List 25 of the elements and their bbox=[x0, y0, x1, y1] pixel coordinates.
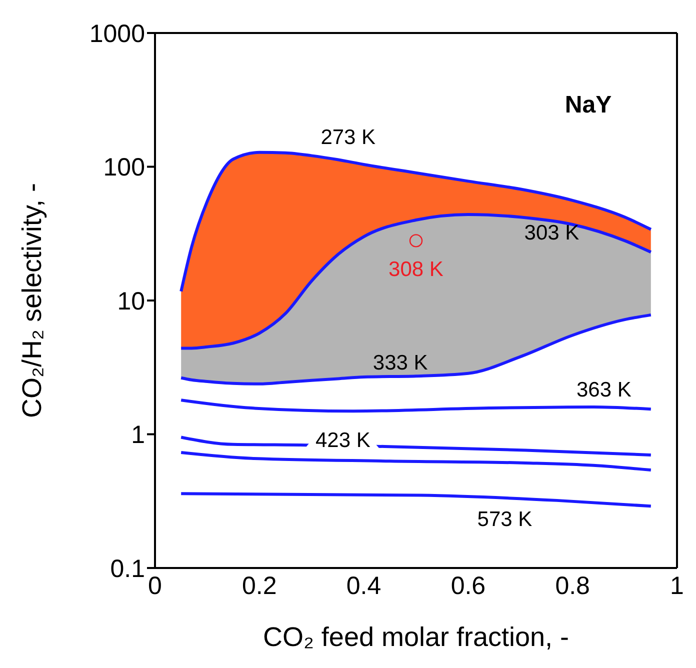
y-tick-label: 0.1 bbox=[110, 554, 145, 583]
line-series bbox=[180, 451, 652, 472]
annotation: NaY bbox=[564, 91, 612, 118]
line-series bbox=[180, 150, 652, 293]
line-series bbox=[180, 212, 652, 350]
y-axis-title: CO₂/H₂ selectivity, - bbox=[17, 183, 47, 418]
y-tick-label: 100 bbox=[103, 154, 145, 182]
series-label: 363 K bbox=[576, 378, 632, 402]
y-tick-label: 1000 bbox=[89, 20, 145, 48]
series-label: 273 K bbox=[320, 126, 376, 150]
x-tick-label: 0.6 bbox=[450, 572, 486, 600]
x-tick-label: 0 bbox=[148, 572, 162, 600]
x-tick-label: 0.8 bbox=[555, 572, 590, 600]
x-tick-label: 0.2 bbox=[242, 572, 277, 600]
y-tick-label: 1 bbox=[131, 421, 145, 450]
x-tick-label: 0.4 bbox=[346, 572, 382, 600]
x-axis-title: CO₂ feed molar fraction, - bbox=[262, 622, 570, 652]
series-label: 333 K bbox=[372, 352, 428, 375]
series-label: 303 K bbox=[524, 221, 580, 244]
y-tick-label: 10 bbox=[117, 287, 145, 316]
line-series bbox=[180, 398, 652, 413]
series-label: 308 K bbox=[388, 258, 444, 282]
series-label: 573 K bbox=[477, 508, 532, 532]
x-tick-label: 1 bbox=[670, 572, 684, 600]
line-series bbox=[180, 492, 652, 508]
